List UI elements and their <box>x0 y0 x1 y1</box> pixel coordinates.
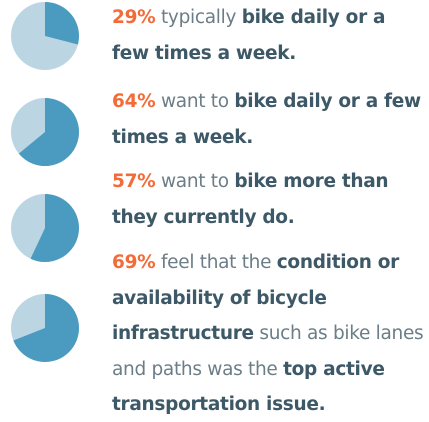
text: feel that the <box>155 252 277 273</box>
pies <box>11 2 80 362</box>
bold-text: condition or availability of bicycle inf… <box>112 252 399 344</box>
stat-text: 69% feel that the condition or availabil… <box>112 245 426 422</box>
bold-text: bike daily or a few times a week. <box>112 7 386 64</box>
pie-wedge <box>18 98 80 167</box>
text: typically <box>155 7 242 28</box>
stat-value: 69% <box>112 252 156 273</box>
stat-value: 64% <box>112 91 156 112</box>
text: want to <box>155 91 235 112</box>
bold-text: bike more than they currently do. <box>112 171 389 228</box>
pie-wedge <box>45 2 79 45</box>
pie-wedge <box>30 194 79 262</box>
stat-text: 29% typically bike daily or a few times … <box>112 0 426 71</box>
stat-value: 57% <box>112 171 156 192</box>
stat-text: 57% want to bike more than they currentl… <box>112 164 426 235</box>
pie-wedge <box>13 294 79 362</box>
bold-text: bike daily or a few times a week. <box>112 91 421 148</box>
bold-text: top active transportation issue. <box>112 358 385 416</box>
stat-text: 64% want to bike daily or a few times a … <box>112 84 426 155</box>
text: such as bike lanes and paths was the <box>112 323 424 380</box>
text: want to <box>155 171 235 192</box>
stat-value: 29% <box>112 7 156 28</box>
